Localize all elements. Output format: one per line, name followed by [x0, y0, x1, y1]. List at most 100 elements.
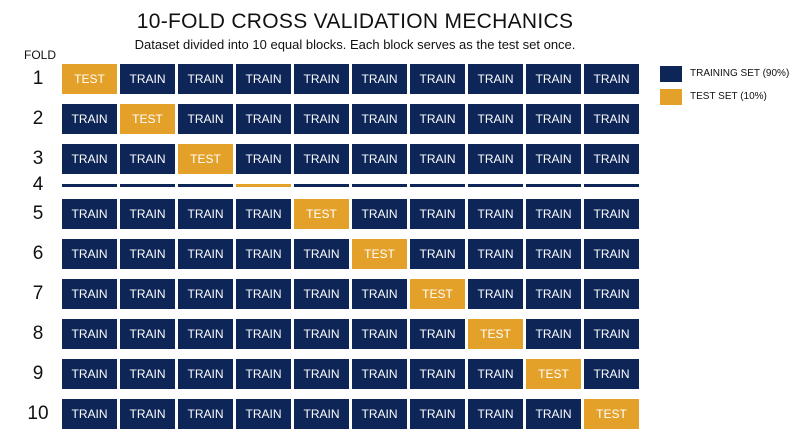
test-block: TEST [584, 399, 639, 429]
train-block: TRAIN [178, 184, 233, 187]
train-block: TRAIN [584, 319, 639, 349]
fold-row-9: 9 TRAIN TRAIN TRAIN TRAIN TRAIN TRAIN TRAIN TRAI… [0, 359, 660, 389]
train-block: TRAIN [120, 144, 175, 174]
fold-row-7: 7 TRAIN TRAIN TRAIN TRAIN TRAIN TRAIN TEST TRAIN… [0, 279, 660, 309]
train-block: TRAIN [410, 104, 465, 134]
fold-row-6: 6 TRAIN TRAIN TRAIN TRAIN TRAIN TEST TRAIN TRAIN… [0, 239, 660, 269]
fold-number: 8 [32, 323, 44, 344]
train-block: TRAIN [294, 104, 349, 134]
train-block: TRAIN [62, 279, 117, 309]
train-block: TRAIN [352, 199, 407, 229]
train-block: TRAIN [294, 399, 349, 429]
train-block: TRAIN [120, 64, 175, 94]
train-block: TRAIN [120, 319, 175, 349]
train-block: TRAIN [294, 239, 349, 269]
legend-label: TRAINING SET (90%) [690, 68, 790, 79]
legend-swatch [660, 89, 682, 105]
train-block: TRAIN [178, 239, 233, 269]
train-block: TRAIN [468, 279, 523, 309]
fold-number: 10 [27, 403, 49, 424]
train-block: TRAIN [584, 64, 639, 94]
test-block: TEST [120, 104, 175, 134]
train-block: TRAIN [236, 144, 291, 174]
train-block: TRAIN [410, 239, 465, 269]
fold-number: 3 [32, 148, 44, 169]
fold-row-5: 5 TRAIN TRAIN TRAIN TRAIN TEST TRAIN TRAIN TRAIN… [0, 199, 660, 229]
train-block: TRAIN [526, 399, 581, 429]
train-block: TRAIN [236, 359, 291, 389]
test-block: TEST [62, 64, 117, 94]
fold-row-10: 10 TRAIN TRAIN TRAIN TRAIN TRAIN TRAIN TRAIN TRA… [0, 399, 660, 429]
train-block: TRAIN [526, 319, 581, 349]
train-block: TRAIN [178, 64, 233, 94]
train-block: TRAIN [584, 359, 639, 389]
train-block: TRAIN [584, 184, 639, 187]
train-block: TRAIN [294, 319, 349, 349]
train-block: TRAIN [352, 279, 407, 309]
train-block: TRAIN [236, 199, 291, 229]
diagram-title: 10-FOLD CROSS VALIDATION MECHANICS [136, 10, 574, 33]
train-block: TRAIN [178, 279, 233, 309]
train-block: TRAIN [410, 144, 465, 174]
fold-number: 1 [32, 68, 44, 89]
train-block: TRAIN [468, 104, 523, 134]
train-block: TRAIN [410, 359, 465, 389]
train-block: TRAIN [178, 104, 233, 134]
train-block: TRAIN [468, 64, 523, 94]
fold-row-2: 2 TRAIN TEST TRAIN TRAIN TRAIN TRAIN TRAIN TRAIN… [0, 104, 660, 134]
train-block: TRAIN [120, 239, 175, 269]
train-block: TRAIN [352, 319, 407, 349]
train-block: TRAIN [294, 184, 349, 187]
fold-number: 9 [32, 363, 44, 384]
test-block: TEST [410, 279, 465, 309]
test-block: TEST [468, 319, 523, 349]
train-block: TRAIN [410, 399, 465, 429]
legend-swatch [660, 66, 682, 82]
train-block: TRAIN [294, 279, 349, 309]
train-block: TRAIN [352, 359, 407, 389]
train-block: TRAIN [584, 144, 639, 174]
train-block: TRAIN [294, 64, 349, 94]
train-block: TRAIN [526, 104, 581, 134]
train-block: TRAIN [352, 184, 407, 187]
train-block: TRAIN [468, 359, 523, 389]
test-block: TEST [294, 199, 349, 229]
train-block: TRAIN [468, 144, 523, 174]
train-block: TRAIN [178, 359, 233, 389]
train-block: TRAIN [526, 144, 581, 174]
train-block: TRAIN [352, 64, 407, 94]
fold-number: 6 [32, 243, 44, 264]
train-block: TRAIN [410, 319, 465, 349]
train-block: TRAIN [62, 319, 117, 349]
train-block: TRAIN [178, 319, 233, 349]
train-block: TRAIN [120, 279, 175, 309]
train-block: TRAIN [62, 144, 117, 174]
fold-number: 7 [32, 283, 44, 304]
train-block: TRAIN [236, 64, 291, 94]
train-block: TRAIN [410, 199, 465, 229]
train-block: TRAIN [352, 144, 407, 174]
train-block: TRAIN [120, 184, 175, 187]
diagram-subtitle: Dataset divided into 10 equal blocks. Ea… [134, 37, 576, 52]
train-block: TRAIN [526, 199, 581, 229]
train-block: TRAIN [62, 239, 117, 269]
train-block: TRAIN [62, 104, 117, 134]
train-block: TRAIN [584, 199, 639, 229]
test-block: TEST [526, 359, 581, 389]
train-block: TRAIN [584, 104, 639, 134]
train-block: TRAIN [120, 199, 175, 229]
test-block: TEST [236, 184, 291, 187]
train-block: TRAIN [236, 399, 291, 429]
legend-label: TEST SET (10%) [690, 91, 767, 102]
train-block: TRAIN [584, 279, 639, 309]
test-block: TEST [178, 144, 233, 174]
fold-number: 2 [32, 108, 44, 129]
train-block: TRAIN [62, 199, 117, 229]
fold-number: 5 [32, 203, 44, 224]
fold-row-1: 1 TEST TRAIN TRAIN TRAIN TRAIN TRAIN TRAIN TRAIN… [0, 64, 660, 94]
train-block: TRAIN [178, 399, 233, 429]
train-block: TRAIN [468, 199, 523, 229]
train-block: TRAIN [468, 184, 523, 187]
train-block: TRAIN [62, 399, 117, 429]
train-block: TRAIN [526, 279, 581, 309]
